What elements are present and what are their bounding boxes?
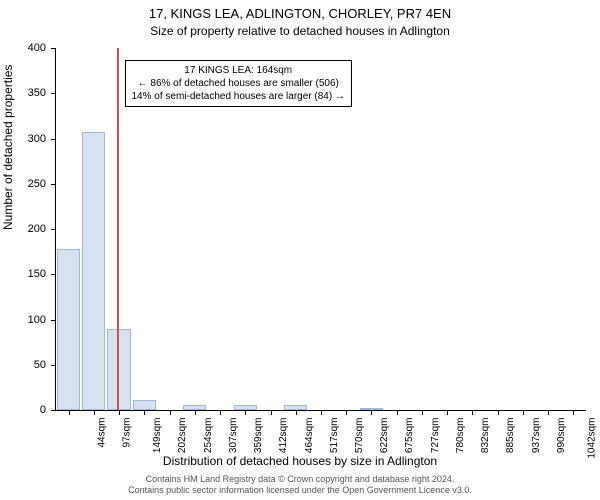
xtick-label: 412sqm [278,418,289,454]
ytick-mark [51,410,56,411]
ytick-mark [51,274,56,275]
xtick-label: 307sqm [228,418,239,454]
xtick-mark [498,410,499,415]
ytick-label: 0 [40,404,46,416]
xtick-mark [119,410,120,415]
ytick-label: 400 [28,42,46,54]
xtick-label: 202sqm [177,418,188,454]
xtick-mark [144,410,145,415]
xtick-mark [69,410,70,415]
histogram-bar [57,249,80,410]
xtick-label: 885sqm [506,418,517,454]
ytick-mark [51,320,56,321]
xtick-mark [422,410,423,415]
xtick-label: 990sqm [556,418,567,454]
xtick-mark [447,410,448,415]
ytick-label: 150 [28,268,46,280]
ytick-label: 350 [28,87,46,99]
xtick-label: 622sqm [379,418,390,454]
xtick-label: 97sqm [121,418,132,448]
xtick-label: 1042sqm [587,418,598,459]
ytick-label: 100 [28,314,46,326]
xtick-label: 359sqm [253,418,264,454]
histogram-bar [107,329,130,410]
xtick-mark [195,410,196,415]
xtick-mark [371,410,372,415]
annotation-line3: 14% of semi-detached houses are larger (… [132,90,345,103]
chart-title-line2: Size of property relative to detached ho… [0,24,600,38]
x-axis-label: Distribution of detached houses by size … [0,454,600,468]
annotation-line2: ← 86% of detached houses are smaller (50… [132,77,345,90]
xtick-mark [271,410,272,415]
ytick-label: 300 [28,133,46,145]
footnote: Contains HM Land Registry data © Crown c… [0,474,600,496]
xtick-label: 44sqm [96,418,107,448]
y-axis-label: Number of detached properties [1,65,15,230]
chart-container: 17, KINGS LEA, ADLINGTON, CHORLEY, PR7 4… [0,0,600,500]
annotation-line1: 17 KINGS LEA: 164sqm [132,64,345,77]
ytick-mark [51,365,56,366]
xtick-label: 937sqm [531,418,542,454]
xtick-label: 780sqm [455,418,466,454]
xtick-label: 832sqm [480,418,491,454]
xtick-label: 254sqm [203,418,214,454]
ytick-mark [51,229,56,230]
footnote-line1: Contains HM Land Registry data © Crown c… [146,474,455,484]
ytick-mark [51,139,56,140]
xtick-mark [245,410,246,415]
xtick-mark [220,410,221,415]
xtick-label: 517sqm [329,418,340,454]
xtick-label: 464sqm [304,418,315,454]
histogram-bar [82,132,105,410]
xtick-mark [94,410,95,415]
xtick-mark [472,410,473,415]
xtick-mark [548,410,549,415]
xtick-label: 727sqm [430,418,441,454]
ytick-mark [51,93,56,94]
xtick-label: 570sqm [354,418,365,454]
xtick-label: 149sqm [152,418,163,454]
ytick-mark [51,184,56,185]
xtick-mark [397,410,398,415]
xtick-label: 675sqm [405,418,416,454]
ytick-label: 50 [34,359,46,371]
xtick-mark [296,410,297,415]
xtick-mark [523,410,524,415]
property-marker-line [117,48,119,410]
ytick-label: 250 [28,178,46,190]
plot-area: 05010015020025030035040044sqm97sqm149sqm… [55,48,586,411]
ytick-mark [51,48,56,49]
xtick-mark [573,410,574,415]
footnote-line2: Contains public sector information licen… [128,485,472,495]
xtick-mark [170,410,171,415]
ytick-label: 200 [28,223,46,235]
histogram-bar [133,400,156,410]
chart-title-line1: 17, KINGS LEA, ADLINGTON, CHORLEY, PR7 4… [0,6,600,21]
annotation-box: 17 KINGS LEA: 164sqm← 86% of detached ho… [125,60,352,107]
xtick-mark [346,410,347,415]
xtick-mark [321,410,322,415]
